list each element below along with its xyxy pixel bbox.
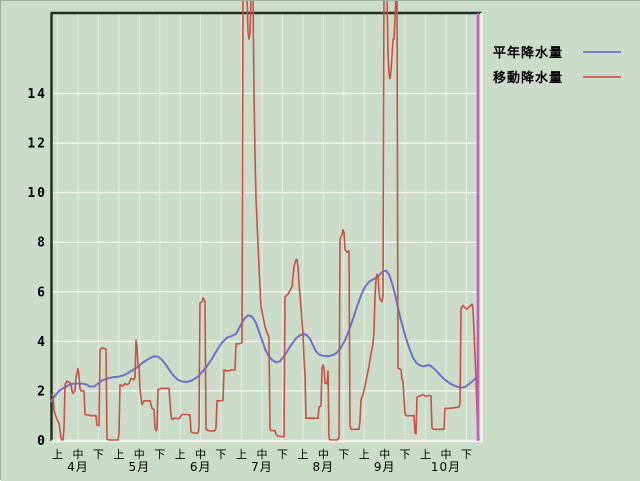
x-period-label: 上 [359,448,370,461]
x-period-label: 上 [297,448,308,461]
x-period-label: 中 [441,448,452,461]
data-series [50,1,480,441]
normal-precip-line [50,269,480,403]
x-month-label: 7月 [251,460,273,474]
x-period-label: 中 [72,448,83,461]
x-period-label: 下 [216,448,227,461]
y-tick-label: 14 [27,87,47,102]
x-period-label: 下 [338,448,349,461]
y-tick-label: 4 [37,335,47,350]
y-tick-label: 2 [37,384,47,399]
x-period-label: 下 [277,448,288,461]
x-period-label: 上 [52,448,63,461]
x-month-label: 9月 [374,460,396,474]
y-axis-labels: 0 2 4 6 8 10 12 14 [27,87,47,449]
y-tick-label: 0 [37,434,47,449]
legend-label-normal-precip: 平年降水量 [493,45,564,60]
x-month-label: 10月 [431,460,461,474]
legend-label-moving-precip: 移動降水量 [493,70,564,85]
y-tick-label: 8 [37,236,47,251]
x-period-label: 上 [113,448,124,461]
x-period-label: 上 [420,448,431,461]
x-axis-labels: 上中下上中下上中下上中下上中下上中下上中下4月 5月 6月 7月 8月 9月 10月 [52,448,472,474]
legend-line-sample-red [583,75,622,78]
x-period-label: 中 [257,448,268,461]
y-tick-label: 6 [37,285,47,300]
legend-item-moving-precip: 移動降水量 [493,64,622,89]
x-period-label: 中 [318,448,329,461]
legend: 平年降水量 移動降水量 [493,39,622,89]
x-month-label: 4月 [67,460,89,474]
moving-precip-line [50,1,480,441]
x-period-label: 上 [175,448,186,461]
x-period-label: 中 [195,448,206,461]
x-period-label: 下 [400,448,411,461]
legend-item-normal-precip: 平年降水量 [493,39,622,64]
x-period-label: 下 [93,448,104,461]
x-period-label: 下 [461,448,472,461]
x-month-label: 5月 [128,460,150,474]
plot-border [50,11,483,443]
x-period-label: 中 [379,448,390,461]
x-period-label: 下 [154,448,165,461]
legend-line-sample-blue [583,50,622,53]
x-month-label: 6月 [190,460,212,474]
x-period-label: 中 [134,448,145,461]
y-tick-label: 10 [27,186,47,201]
x-period-label: 上 [236,448,247,461]
y-tick-label: 12 [27,137,47,152]
x-month-label: 8月 [313,460,335,474]
